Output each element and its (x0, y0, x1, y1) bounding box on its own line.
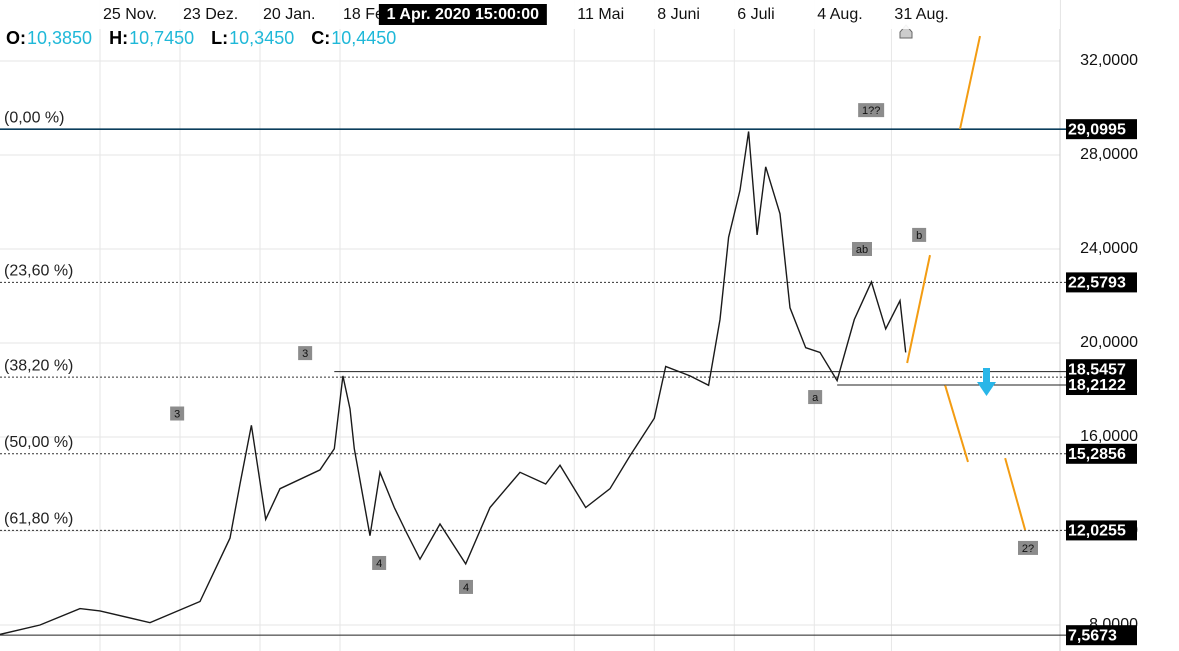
ohlc-value: 10,4450 (331, 28, 396, 48)
level-tag (1066, 359, 1137, 380)
fib-label: (38,20 %) (4, 357, 73, 374)
wave-label-box (808, 390, 823, 405)
x-tick-label: 6 Juli (737, 6, 774, 23)
y-tick-label: 20,0000 (1080, 334, 1138, 351)
wave-label-box (170, 406, 185, 421)
x-tick-label: 18 Fe (343, 6, 384, 23)
fib-label: (0,00 %) (4, 109, 64, 126)
fib-label: (61,80 %) (4, 511, 73, 528)
y-tick-label: 16,0000 (1080, 428, 1138, 445)
ohlc-value: 10,3450 (229, 28, 294, 48)
wave-label-box (459, 579, 473, 594)
fib-label: (50,00 %) (4, 434, 73, 451)
level-tag-label: 15,2856 (1068, 446, 1126, 463)
x-tick-label: 8 Juni (657, 6, 700, 23)
y-tick-label: 28,0000 (1080, 146, 1138, 163)
level-tag-label: 22,5793 (1068, 275, 1126, 292)
wave-label: ab (856, 244, 868, 256)
projection-line (944, 385, 969, 463)
wave-label-box (852, 242, 872, 257)
wave-label: 2? (1022, 543, 1034, 555)
y-tick-label: 24,0000 (1080, 240, 1138, 257)
x-tick-label: 25 Nov. (103, 6, 157, 23)
level-tag-label: 29,0995 (1068, 121, 1126, 138)
wave-label-box (298, 346, 313, 361)
y-tick-label: 32,0000 (1080, 52, 1138, 69)
ohlc-value: 10,3850 (27, 28, 92, 48)
wave-label: 1?? (862, 105, 880, 117)
level-tag (1066, 443, 1137, 464)
level-tag (1066, 375, 1137, 396)
level-tag (1066, 625, 1137, 646)
level-tag-label: 12,0255 (1068, 523, 1126, 540)
projection-line (959, 35, 981, 130)
x-tick-label: 31 Aug. (894, 6, 948, 23)
x-tick-label: 23 Dez. (183, 6, 238, 23)
wave-label-box (1018, 540, 1038, 555)
ohlc-key: C: (311, 28, 330, 48)
crosshair-tag (378, 4, 547, 25)
projection-line (1004, 457, 1027, 531)
level-tag (1066, 272, 1137, 293)
wave-label-box (858, 103, 885, 118)
wave-label: 4 (376, 558, 382, 570)
wave-label: 3 (302, 348, 308, 360)
price-line (0, 131, 907, 636)
x-tick-label: 11 Mai (577, 6, 624, 23)
wave-label-box (912, 227, 927, 242)
ohlc-value: 10,7450 (129, 28, 194, 48)
ohlc-key: H: (109, 28, 128, 48)
wave-label: b (916, 230, 922, 242)
fib-label: (23,60 %) (4, 263, 73, 280)
projection-line (906, 254, 931, 364)
wave-label: 3 (174, 408, 180, 420)
x-tick-label: 4 Aug. (817, 6, 862, 23)
wave-label-box (372, 555, 387, 570)
ohlc-key: O: (6, 28, 26, 48)
level-tag (1066, 119, 1137, 140)
ohlc-key: L: (211, 28, 228, 48)
level-tag (1066, 520, 1137, 541)
crosshair-label: 1 Apr. 2020 15:00:00 (387, 6, 540, 23)
level-tag-label: 18,5457 (1068, 361, 1126, 378)
down-arrow (977, 368, 996, 396)
wave-label: a (812, 392, 819, 404)
level-tag-label: 18,2122 (1068, 377, 1126, 394)
wave-label: 4 (463, 582, 469, 594)
level-tag-label: 7,5673 (1068, 627, 1117, 644)
x-tick-label: 20 Jan. (263, 6, 315, 23)
